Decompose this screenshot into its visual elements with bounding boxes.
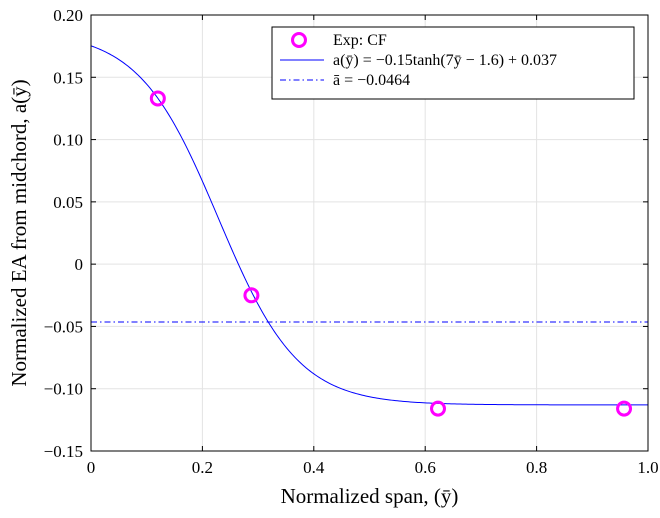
x-tick-label: 0 [87,458,96,477]
plot-area [90,45,648,417]
y-tick-label: 0.10 [53,131,83,150]
y-tick-label: 0 [75,255,84,274]
fit-curve [90,45,648,406]
x-tick-label: 0.2 [192,458,213,477]
x-tick-label: 0.4 [303,458,325,477]
y-tick-label: 0.20 [53,6,83,25]
legend-label-exp-cf: Exp: CF [333,32,387,49]
y-tick-label: −0.05 [44,317,83,336]
x-axis-ticks: 0 0.2 0.4 0.6 0.8 1.0 [87,15,659,477]
x-axis-label: Normalized span, (ȳ) [281,484,459,508]
legend-label-fit-curve: a(ȳ) = −0.15tanh(7ȳ − 1.6) + 0.037 [333,52,557,69]
x-tick-label: 1.0 [637,458,658,477]
legend-box [271,26,635,100]
plot-frame [90,14,649,452]
exp-cf-point [616,400,633,417]
x-tick-label: 0.8 [526,458,547,477]
exp-cf-point [243,287,260,304]
y-tick-label: 0.15 [53,68,83,87]
y-tick-label: −0.15 [44,442,83,461]
legend-label-mean-line: ā = −0.0464 [333,72,410,89]
y-axis-ticks: −0.15 −0.10 −0.05 0 0.05 0.10 0.15 0.20 [44,6,648,461]
y-tick-label: −0.10 [44,380,83,399]
legend: Exp: CF a(ȳ) = −0.15tanh(7ȳ − 1.6) + 0.0… [271,26,635,100]
exp-cf-point [149,90,166,107]
y-axis-label: Normalized EA from midchord, a(ȳ) [7,79,31,386]
y-tick-label: 0.05 [53,193,83,212]
exp-cf-point [430,400,447,417]
legend-marker-exp-cf [291,32,307,48]
x-tick-label: 0.6 [415,458,436,477]
